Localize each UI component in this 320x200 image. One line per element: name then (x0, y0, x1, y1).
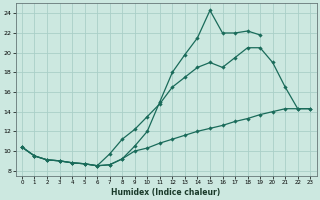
X-axis label: Humidex (Indice chaleur): Humidex (Indice chaleur) (111, 188, 221, 197)
